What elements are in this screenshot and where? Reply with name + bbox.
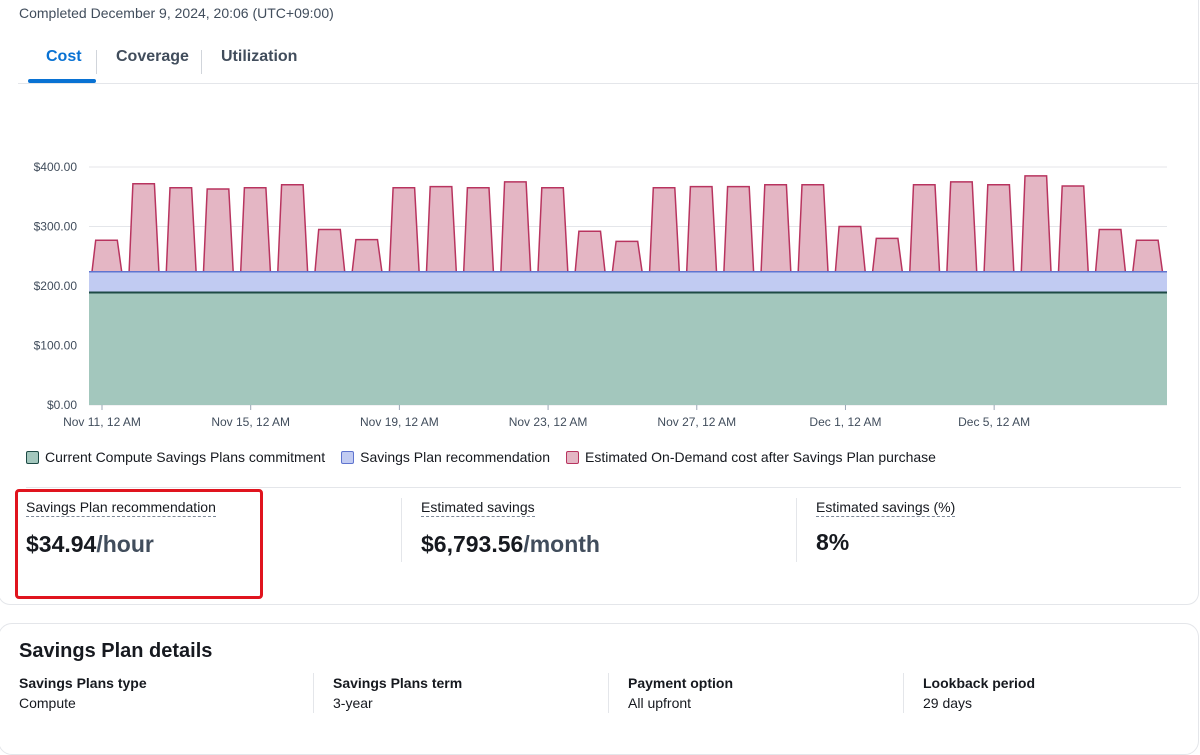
tab-cost[interactable]: Cost	[46, 48, 82, 65]
detail-value: 29 days	[923, 695, 973, 711]
detail-value: 3-year	[333, 695, 373, 711]
detail-divider	[608, 673, 609, 713]
completion-timestamp: Completed December 9, 2024, 20:06 (UTC+0…	[19, 5, 334, 21]
on-demand-line	[88, 175, 1168, 273]
details-title: Savings Plan details	[19, 640, 213, 662]
hourly-commitment-value: $34.94	[26, 531, 97, 557]
detail-label: Payment option	[628, 675, 734, 691]
metric-value: $6,793.56/month	[421, 531, 600, 558]
legend-divider	[26, 487, 1181, 488]
legend-item-on-demand[interactable]: Estimated On-Demand cost after Savings P…	[566, 449, 936, 465]
on-demand-area	[89, 175, 1167, 272]
hourly-unit: /hour	[96, 531, 154, 557]
legend-item-recommendation[interactable]: Savings Plan recommendation	[341, 449, 550, 465]
x-tick-label: Nov 19, 12 AM	[360, 415, 439, 429]
legend-label: Savings Plan recommendation	[360, 449, 550, 465]
x-tick-label: Nov 27, 12 AM	[657, 415, 736, 429]
tabs-divider	[18, 83, 1198, 84]
metric-value: $34.94/hour	[26, 531, 216, 558]
detail-label: Savings Plans type	[19, 675, 147, 691]
detail-lookback-period: Lookback period 29 days	[923, 675, 1035, 711]
metric-label[interactable]: Estimated savings (%)	[816, 499, 956, 517]
detail-plan-type: Savings Plans type Compute	[19, 675, 147, 711]
commitment-area	[89, 292, 1167, 405]
x-tick-label: Nov 11, 12 AM	[63, 415, 141, 429]
x-tick-label: Nov 23, 12 AM	[509, 415, 588, 429]
y-tick-label: $200.00	[34, 279, 78, 293]
x-tick-label: Dec 1, 12 AM	[809, 415, 881, 429]
active-tab-indicator	[28, 79, 96, 83]
cost-chart: $400.00 $300.00 $200.00 $100.00 $0.00 Nov 11,…	[34, 160, 1168, 429]
metric-label[interactable]: Savings Plan recommendation	[26, 499, 216, 517]
detail-value: All upfront	[628, 695, 692, 711]
detail-payment-option: Payment option All upfront	[628, 675, 733, 711]
metric-divider	[401, 498, 402, 562]
x-tick-label: Nov 15, 12 AM	[211, 415, 290, 429]
y-tick-label: $100.00	[34, 339, 78, 353]
highlight-box	[15, 489, 263, 599]
detail-value: Compute	[19, 695, 76, 711]
metric-savings-percent: Estimated savings (%) 8%	[816, 499, 956, 556]
y-tick-label: $400.00	[34, 160, 78, 174]
detail-divider	[313, 673, 314, 713]
metric-estimated-savings: Estimated savings $6,793.56/month	[421, 499, 600, 558]
detail-label: Lookback period	[923, 675, 1036, 691]
detail-plan-term: Savings Plans term 3-year	[333, 675, 462, 711]
legend-item-commitment[interactable]: Current Compute Savings Plans commitment	[26, 449, 325, 465]
detail-divider	[903, 673, 904, 713]
legend-label: Estimated On-Demand cost after Savings P…	[585, 449, 936, 465]
tab-coverage[interactable]: Coverage	[116, 48, 189, 65]
monthly-savings-value: $6,793.56	[421, 531, 524, 557]
monthly-unit: /month	[523, 531, 600, 557]
legend-swatch-commitment	[26, 450, 39, 464]
y-tick-label: $300.00	[34, 220, 78, 234]
chart-legend: Current Compute Savings Plans commitment…	[26, 449, 952, 465]
detail-label: Savings Plans term	[333, 675, 463, 691]
legend-swatch-recommendation	[341, 450, 355, 464]
tab-divider	[96, 50, 97, 74]
metric-recommendation: Savings Plan recommendation $34.94/hour	[26, 499, 216, 558]
legend-swatch-on-demand	[566, 450, 579, 464]
x-tick-label: Dec 5, 12 AM	[958, 415, 1030, 429]
savings-percent-value: 8%	[816, 529, 850, 555]
tab-divider	[201, 50, 202, 74]
recommendation-area	[89, 271, 1167, 293]
metric-label[interactable]: Estimated savings	[421, 499, 535, 517]
tab-utilization[interactable]: Utilization	[221, 48, 298, 65]
y-tick-label: $0.00	[47, 398, 77, 412]
metric-divider	[796, 498, 797, 562]
legend-label: Current Compute Savings Plans commitment	[45, 449, 326, 465]
